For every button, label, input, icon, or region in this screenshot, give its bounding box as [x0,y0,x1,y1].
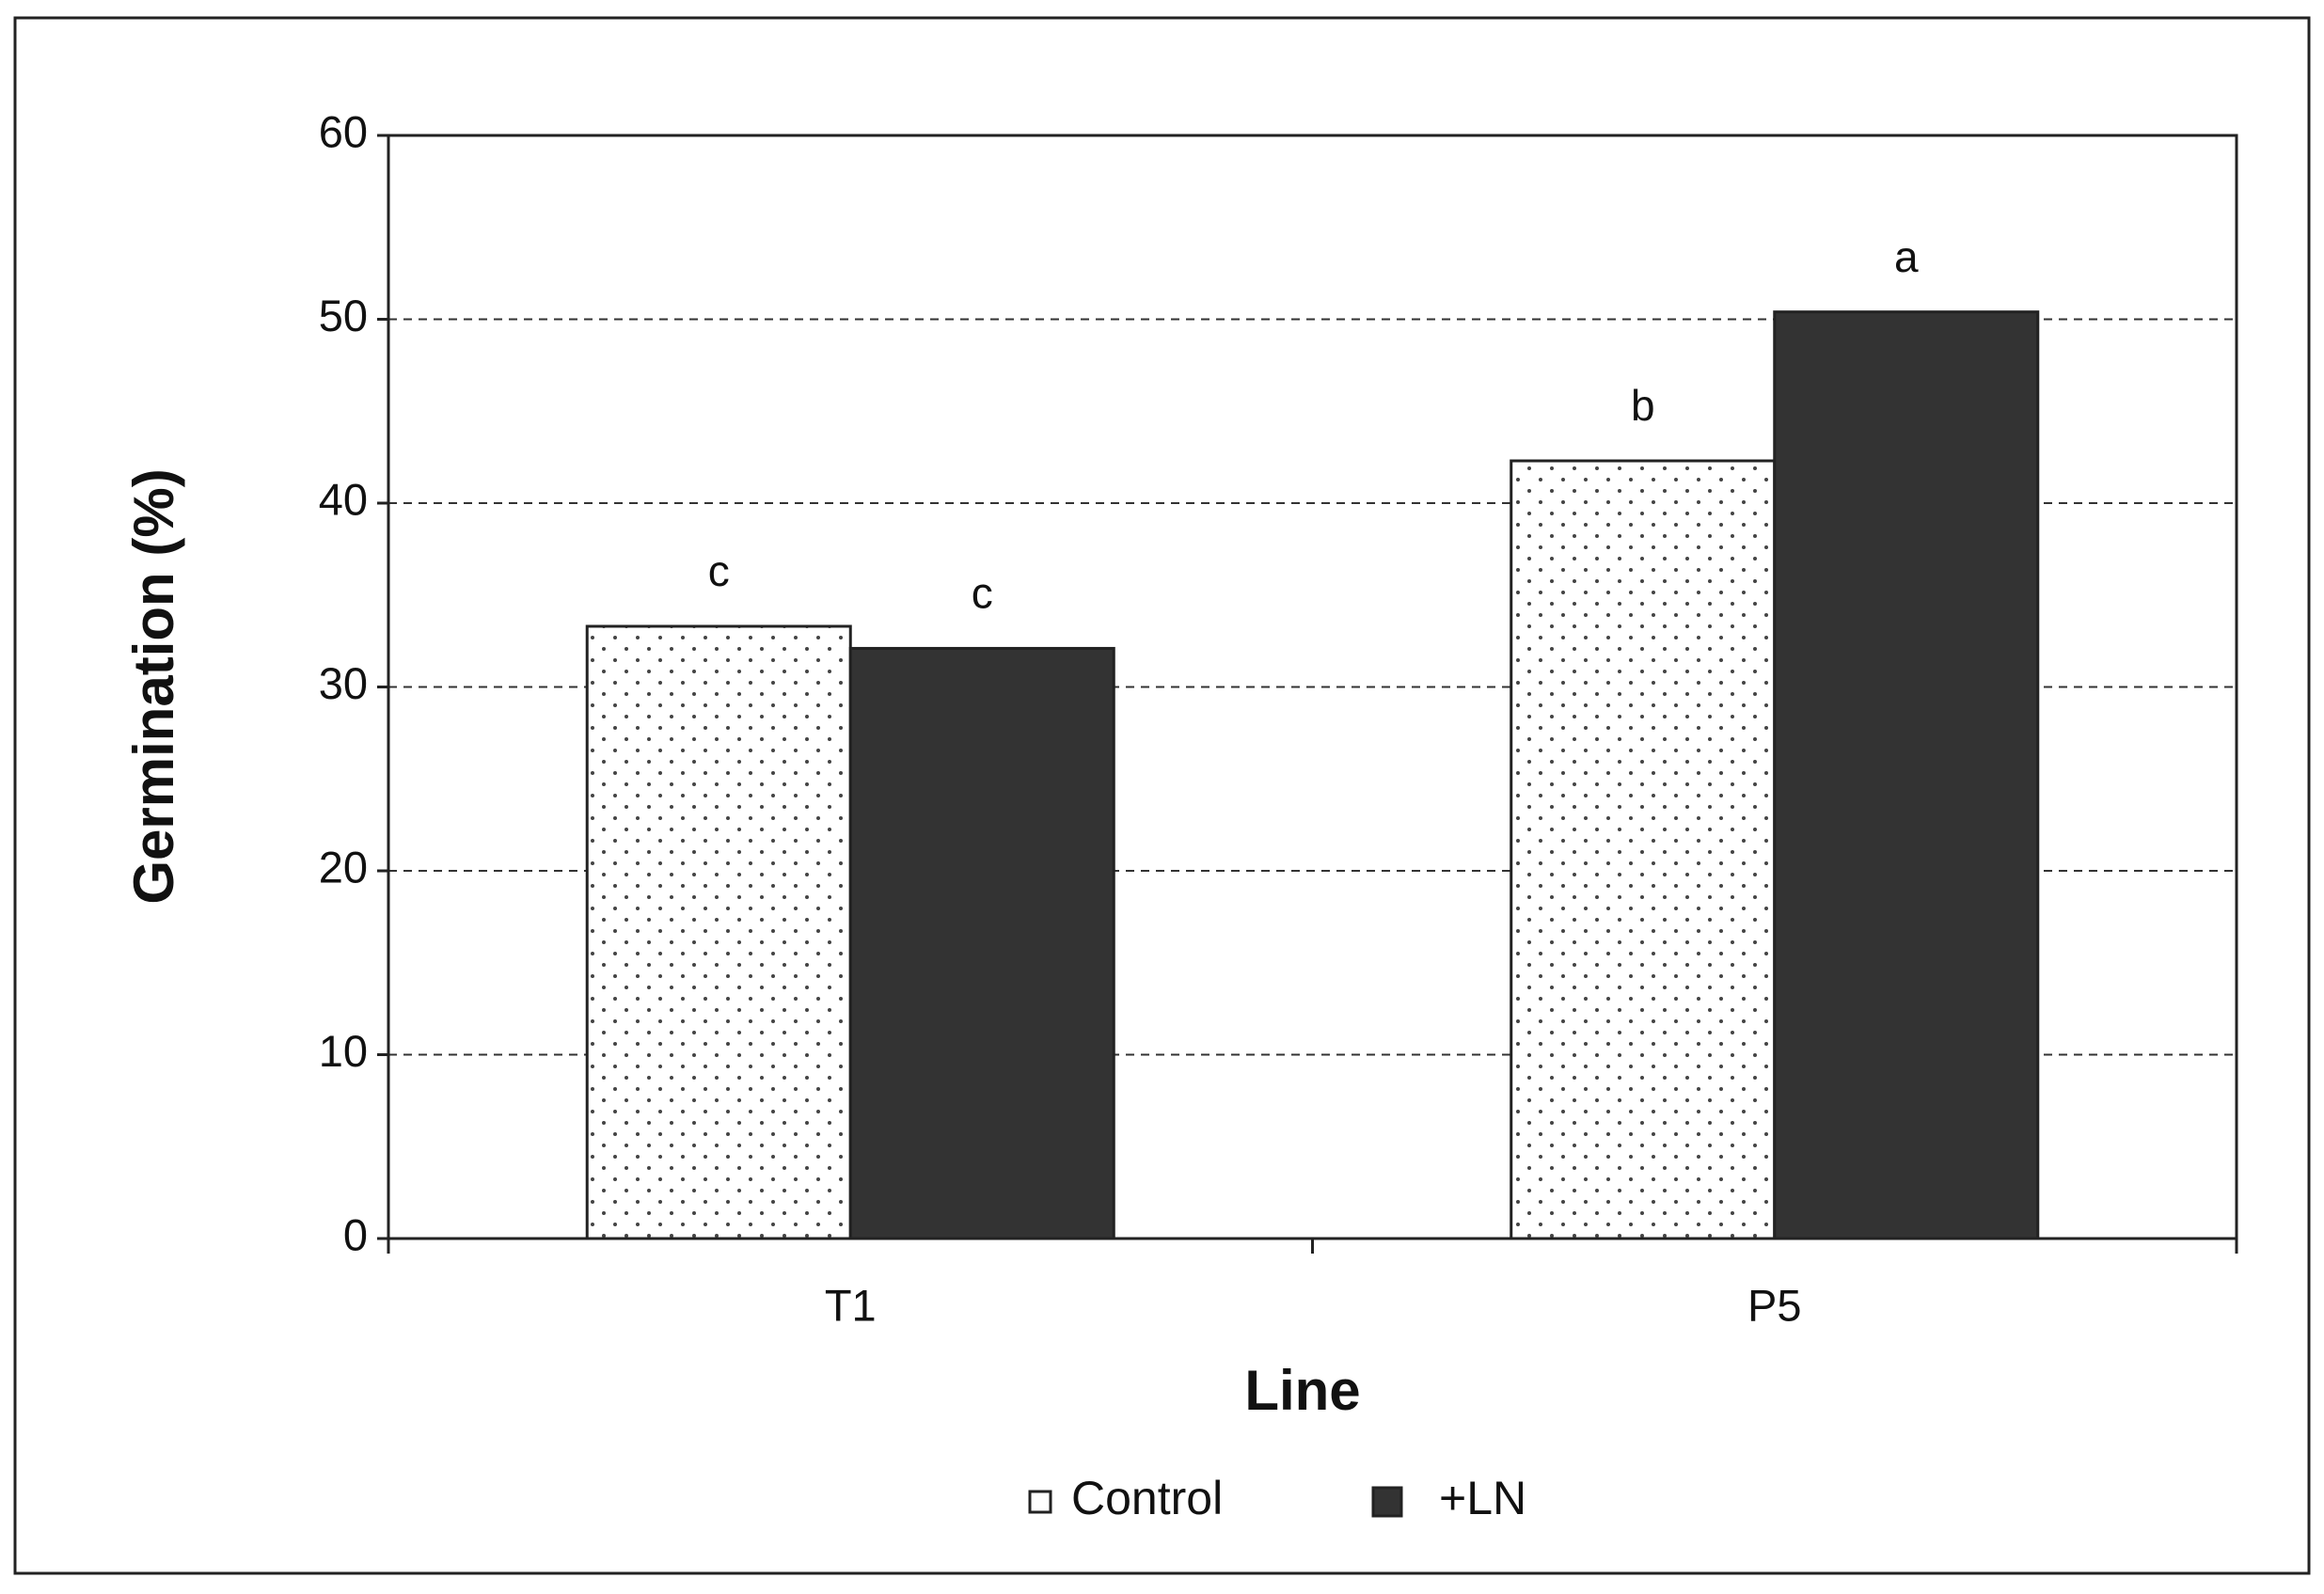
x-tick-label: T1 [825,1280,877,1330]
legend-marker [1028,1490,1052,1514]
bar [1510,459,1777,1240]
y-tick-label: 0 [343,1209,368,1259]
y-tick-label: 20 [319,842,368,892]
significance-label: a [1894,232,1919,281]
significance-label: b [1631,381,1655,430]
significance-label: c [972,569,993,618]
legend-label: +LN [1439,1472,1526,1524]
legend-label: Control [1071,1472,1223,1524]
y-axis-title: Germination (%) [122,468,185,904]
y-tick-label: 30 [319,658,368,708]
x-tick-label: P5 [1747,1280,1802,1330]
y-tick-label: 60 [319,106,368,156]
bar [585,624,852,1240]
bar [848,646,1115,1240]
significance-label: c [708,546,730,595]
y-tick-label: 40 [319,474,368,524]
y-tick-label: 10 [319,1026,368,1076]
y-tick-label: 50 [319,291,368,340]
bar [1773,310,2040,1240]
x-axis-title: Line [1244,1359,1360,1422]
legend-marker [1371,1486,1403,1518]
